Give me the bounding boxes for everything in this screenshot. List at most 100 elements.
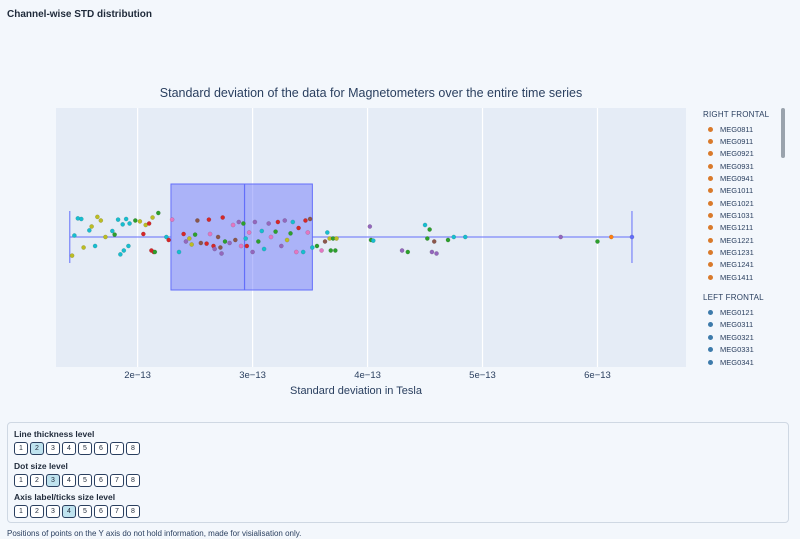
- data-point: [256, 239, 261, 244]
- legend-group-title: RIGHT FRONTAL: [703, 110, 770, 119]
- data-point: [198, 240, 204, 246]
- level-button[interactable]: 3: [46, 505, 60, 518]
- page-title: Channel-wise STD distribution: [7, 9, 153, 20]
- iqr-box: [170, 183, 313, 291]
- data-point: [227, 240, 232, 246]
- data-point: [166, 237, 171, 243]
- data-point: [451, 234, 457, 240]
- control-label: Line thickness level: [14, 429, 95, 439]
- legend-scrollbar[interactable]: [781, 108, 785, 158]
- legend-marker: [708, 237, 713, 243]
- legend-item[interactable]: MEG1011: [699, 185, 779, 197]
- level-button[interactable]: 1: [14, 505, 28, 518]
- level-button[interactable]: 2: [30, 442, 44, 455]
- legend[interactable]: RIGHT FRONTAL MEG0811 MEG0911 MEG0921 MEG093…: [699, 108, 779, 370]
- level-button[interactable]: 1: [14, 442, 28, 455]
- level-button[interactable]: 6: [94, 505, 108, 518]
- data-point: [176, 249, 182, 255]
- level-button[interactable]: 5: [78, 474, 92, 487]
- data-point: [212, 246, 217, 252]
- data-point: [133, 218, 138, 223]
- legend-item[interactable]: MEG0121: [699, 306, 779, 318]
- data-point: [282, 218, 288, 223]
- legend-item[interactable]: MEG1411: [699, 271, 779, 283]
- level-button[interactable]: 4: [62, 442, 76, 455]
- level-button[interactable]: 2: [30, 474, 44, 487]
- level-button[interactable]: 6: [94, 442, 108, 455]
- data-point: [230, 222, 236, 228]
- legend-item[interactable]: MEG0921: [699, 148, 779, 160]
- legend-item[interactable]: MEG1221: [699, 234, 779, 246]
- data-point: [204, 241, 209, 246]
- level-button[interactable]: 3: [46, 474, 60, 487]
- legend-item[interactable]: MEG0311: [699, 319, 779, 331]
- data-point: [325, 230, 330, 235]
- data-point: [207, 231, 213, 237]
- data-point: [137, 219, 143, 224]
- legend-item[interactable]: MEG0341: [699, 356, 779, 368]
- data-point: [244, 243, 250, 249]
- chart-title: Standard deviation of the data for Magne…: [159, 86, 583, 100]
- data-point: [296, 225, 301, 231]
- controls-panel: Line thickness level 1 2 3 4 5 6 7 8 Dot size lev…: [7, 422, 789, 523]
- level-button[interactable]: 8: [126, 442, 140, 455]
- level-button[interactable]: 8: [126, 505, 140, 518]
- legend-marker: [708, 225, 713, 231]
- data-point: [307, 216, 313, 222]
- legend-marker: [708, 262, 713, 268]
- data-point: [123, 216, 129, 222]
- level-button[interactable]: 6: [94, 474, 108, 487]
- data-point: [164, 234, 169, 240]
- legend-label: MEG0331: [720, 345, 754, 355]
- legend-label: MEG1011: [720, 186, 754, 196]
- legend-marker: [708, 126, 713, 132]
- legend-item[interactable]: MEG0911: [699, 135, 779, 147]
- legend-item[interactable]: MEG1231: [699, 246, 779, 258]
- data-point: [328, 248, 334, 253]
- level-button[interactable]: 7: [110, 442, 124, 455]
- data-point: [72, 233, 77, 238]
- level-button[interactable]: 2: [30, 505, 44, 518]
- footnote: Positions of points on the Y axis do not…: [7, 529, 302, 538]
- legend-item[interactable]: MEG0931: [699, 160, 779, 172]
- legend-marker: [708, 139, 713, 145]
- data-point: [246, 230, 252, 235]
- level-button[interactable]: 7: [110, 505, 124, 518]
- legend-item[interactable]: MEG1241: [699, 259, 779, 271]
- legend-label: MEG0121: [720, 308, 754, 318]
- level-button[interactable]: 4: [62, 505, 76, 518]
- legend-item[interactable]: MEG1021: [699, 197, 779, 209]
- data-point: [150, 215, 155, 220]
- legend-label: MEG1221: [720, 235, 754, 245]
- level-button[interactable]: 4: [62, 474, 76, 487]
- data-point: [146, 221, 152, 226]
- data-point: [110, 228, 115, 234]
- legend-item[interactable]: MEG0321: [699, 331, 779, 343]
- data-point: [215, 234, 221, 240]
- legend-item[interactable]: MEG1031: [699, 209, 779, 221]
- legend-item[interactable]: MEG0331: [699, 344, 779, 356]
- legend-marker: [708, 274, 713, 280]
- level-button[interactable]: 3: [46, 442, 60, 455]
- legend-label: MEG0921: [720, 149, 754, 159]
- data-point: [92, 243, 98, 249]
- data-point: [103, 234, 108, 240]
- std-boxplot-chart[interactable]: 2e−13 3e−13 4e−13 5e−13 6e−13 Standard deviat…: [0, 0, 800, 420]
- level-button[interactable]: 5: [78, 505, 92, 518]
- legend-item[interactable]: MEG0811: [699, 123, 779, 135]
- level-button[interactable]: 1: [14, 474, 28, 487]
- data-point: [367, 224, 373, 229]
- data-point: [195, 218, 200, 223]
- level-button[interactable]: 5: [78, 442, 92, 455]
- legend-label: MEG0931: [720, 161, 754, 171]
- data-point: [273, 229, 278, 234]
- legend-item[interactable]: MEG0511: [699, 368, 779, 371]
- data-point: [370, 238, 376, 243]
- data-point: [169, 217, 175, 222]
- legend-item[interactable]: MEG1211: [699, 222, 779, 234]
- data-point: [608, 234, 614, 240]
- legend-item[interactable]: MEG0941: [699, 172, 779, 184]
- level-button[interactable]: 7: [110, 474, 124, 487]
- level-button[interactable]: 8: [126, 474, 140, 487]
